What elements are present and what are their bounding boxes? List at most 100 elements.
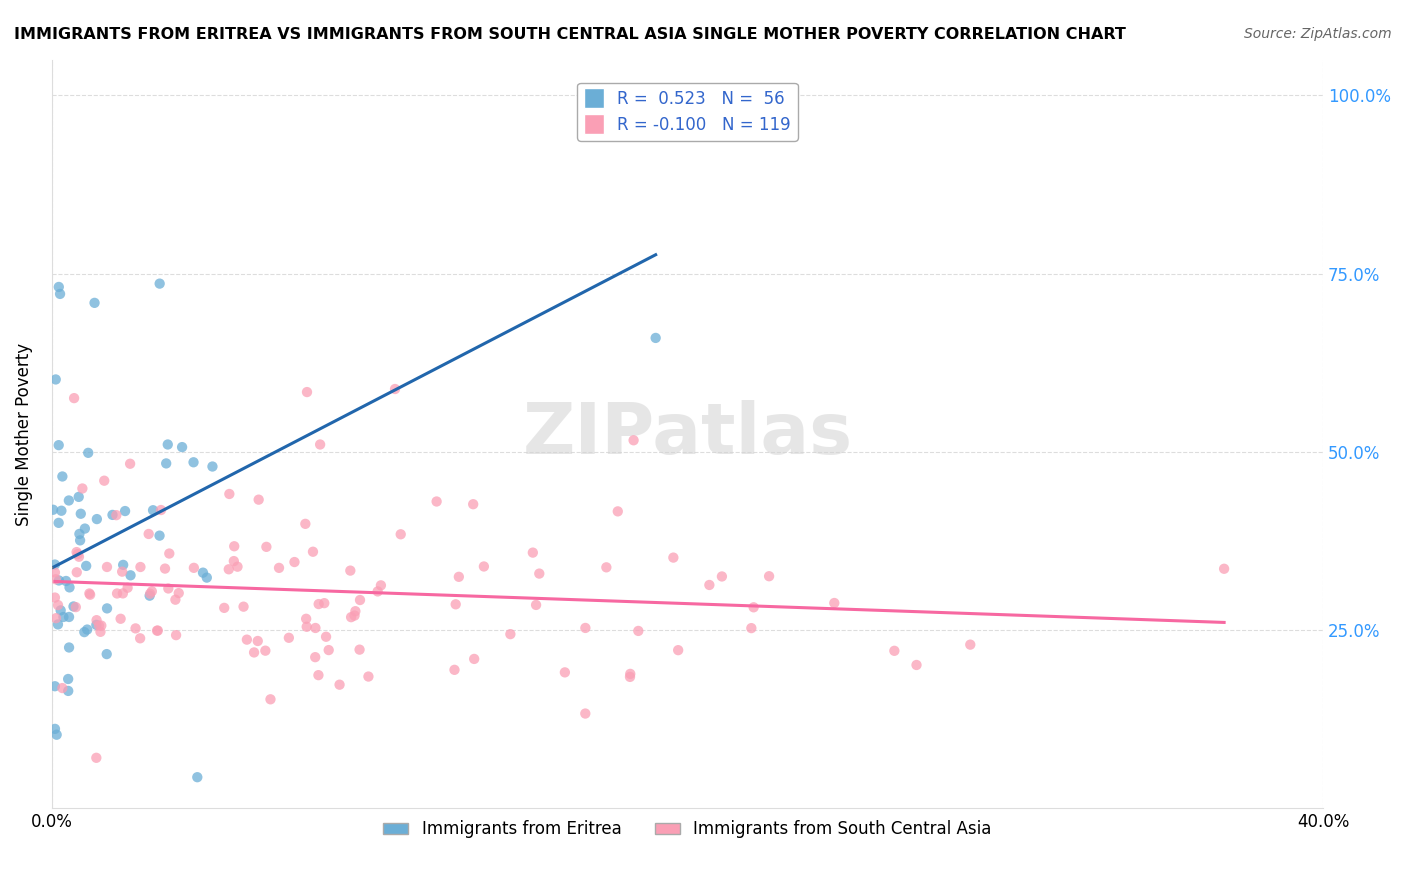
Point [45, 572, 67, 586]
Point [267, 561, 290, 575]
Point [52, 610, 75, 624]
Point [67, 549, 90, 564]
Point [302, 545, 325, 559]
Point [105, 586, 128, 600]
Point [522, 546, 544, 560]
Point [111, 565, 134, 579]
Point [247, 492, 270, 507]
Point [110, 612, 132, 626]
Point [42, 502, 65, 516]
Point [666, 643, 689, 657]
Point [120, 568, 142, 582]
Point [823, 596, 845, 610]
Point [146, 624, 169, 638]
Point [139, 587, 162, 601]
Point [69, 507, 91, 521]
Point [309, 437, 332, 451]
Point [329, 678, 352, 692]
Point [623, 434, 645, 448]
Point [67, 527, 90, 541]
Point [79, 588, 101, 602]
Point [124, 621, 146, 635]
Point [314, 596, 336, 610]
Point [149, 503, 172, 517]
Point [389, 527, 412, 541]
Point [51, 469, 73, 483]
Point [499, 627, 522, 641]
Point [283, 555, 305, 569]
Point [83, 296, 105, 310]
Point [165, 628, 187, 642]
Point [226, 559, 249, 574]
Point [44, 591, 66, 605]
Point [304, 621, 326, 635]
Point [343, 608, 366, 623]
Point [883, 644, 905, 658]
Point [443, 663, 465, 677]
Point [117, 581, 139, 595]
Point [295, 385, 318, 400]
Point [66, 566, 89, 580]
Point [129, 560, 152, 574]
Point [65, 545, 87, 559]
Point [349, 593, 371, 607]
Point [218, 487, 240, 501]
Point [46, 598, 69, 612]
Point [101, 508, 124, 522]
Point [96, 647, 118, 661]
Point [307, 668, 329, 682]
Point [246, 634, 269, 648]
Point [344, 604, 367, 618]
Point [295, 612, 318, 626]
Point [149, 277, 172, 291]
Point [58, 684, 80, 698]
Point [595, 560, 617, 574]
Point [87, 618, 110, 632]
Point [129, 632, 152, 646]
Point [463, 652, 485, 666]
Point [959, 638, 981, 652]
Point [740, 621, 762, 635]
Point [186, 770, 208, 784]
Point [295, 620, 318, 634]
Point [463, 497, 485, 511]
Point [86, 751, 108, 765]
Point [218, 562, 240, 576]
Point [662, 550, 685, 565]
Point [63, 391, 86, 405]
Point [62, 599, 84, 614]
Point [156, 437, 179, 451]
Point [49, 603, 72, 617]
Point [1213, 562, 1236, 576]
Point [183, 455, 205, 469]
Point [699, 578, 721, 592]
Point [67, 490, 90, 504]
Point [48, 280, 70, 294]
Point [277, 631, 299, 645]
Point [141, 584, 163, 599]
Point [153, 561, 176, 575]
Point [93, 474, 115, 488]
Point [51, 504, 73, 518]
Point [86, 512, 108, 526]
Point [318, 643, 340, 657]
Text: Source: ZipAtlas.com: Source: ZipAtlas.com [1244, 27, 1392, 41]
Point [44, 679, 66, 693]
Point [66, 547, 89, 561]
Point [710, 569, 733, 583]
Point [58, 581, 80, 595]
Point [758, 569, 780, 583]
Point [367, 584, 389, 599]
Point [45, 372, 67, 386]
Point [48, 438, 70, 452]
Point [524, 598, 547, 612]
Point [167, 586, 190, 600]
Point [44, 566, 66, 580]
Point [157, 582, 180, 596]
Point [138, 589, 160, 603]
Point [58, 493, 80, 508]
Point [51, 681, 73, 695]
Point [243, 645, 266, 659]
Point [644, 110, 666, 124]
Point [529, 566, 551, 581]
